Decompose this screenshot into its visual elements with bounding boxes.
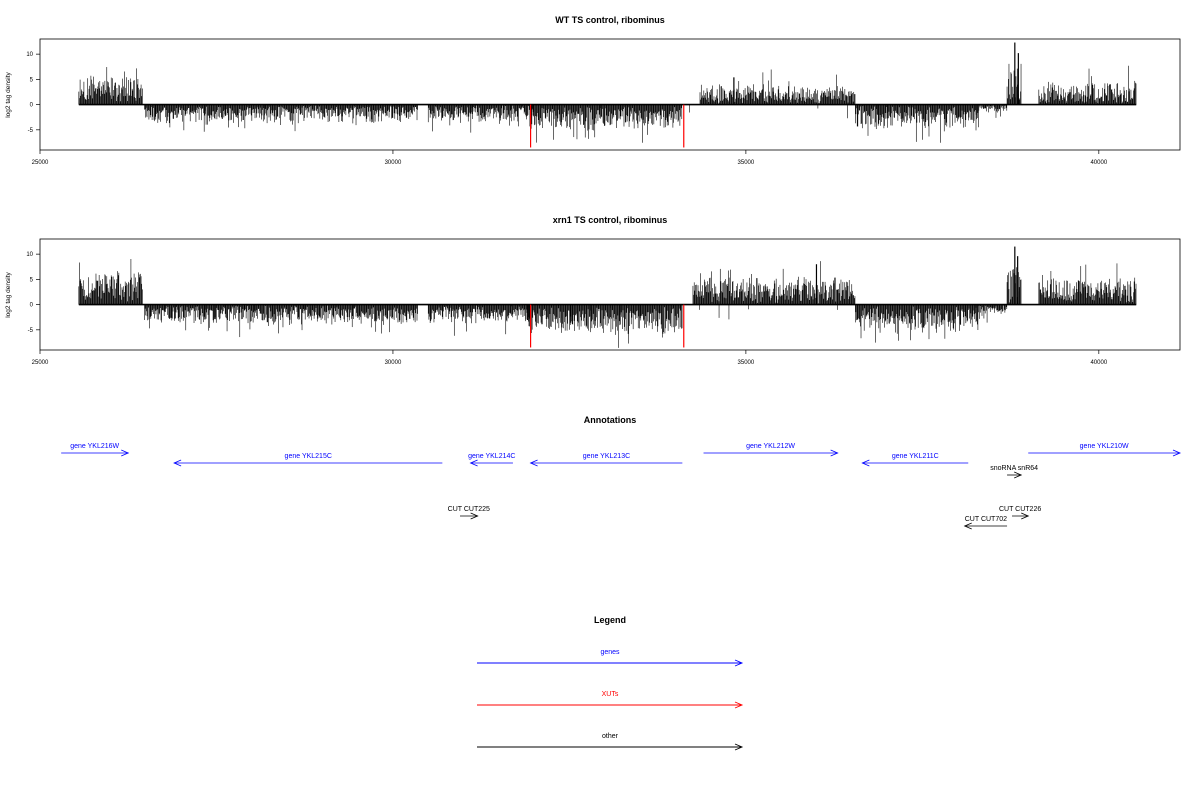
annotation-label: gene YKL213C [583,453,630,460]
wt-xtick-label: 25000 [32,160,49,166]
xrn1-xtick-label: 40000 [1090,360,1107,366]
xrn1-ytick-label: 10 [26,252,33,258]
xrn1-plot-frame [39,238,1181,351]
annotation-arrowhead [861,459,870,467]
legend-title: Legend [594,615,626,625]
legend-xuts-arrowhead [734,701,744,709]
annotation-arrowhead [1014,471,1023,479]
legend-items: genes XUTs other [477,649,744,751]
xrn1-coverage-panel: xrn1 TS control, ribominus log2 tag dens… [5,215,1181,366]
legend-genes-arrowhead [734,659,744,667]
annotation-label: gene YKL215C [285,453,332,460]
annotation-label: CUT CUT702 [965,516,1007,523]
annotation-label: CUT CUT226 [999,506,1041,513]
wt-coverage-panel: WT TS control, ribominus log2 tag densit… [5,15,1181,166]
wt-xtick-label: 30000 [385,160,402,166]
annotation-label: CUT CUT225 [448,506,490,513]
wt-panel-title: WT TS control, ribominus [555,15,665,25]
annotation-arrowhead [1021,512,1030,520]
xrn1-xtick-label: 35000 [738,360,755,366]
legend: Legend genes XUTs other [477,615,744,751]
xrn1-ytick-label: -5 [28,328,34,334]
wt-xtick-label: 35000 [738,160,755,166]
annotation-label: gene YKL212W [746,443,795,450]
annotation-label: gene YKL210W [1080,443,1129,450]
legend-genes-label: genes [600,649,620,656]
xrn1-panel-ylabel: log2 tag density [5,271,12,317]
wt-ytick-label: 10 [26,52,33,58]
annotation-arrowhead [529,459,538,467]
legend-other-arrowhead [734,743,744,751]
wt-ytick-label: 0 [30,103,34,109]
wt-ytick-label: -5 [28,128,34,134]
xrn1-panel-title: xrn1 TS control, ribominus [553,215,668,225]
xrn1-ytick-label: 0 [30,303,34,309]
wt-ytick-label: 5 [30,77,34,83]
wt-xtick-label: 40000 [1090,160,1107,166]
annotation-arrowhead [469,459,478,467]
legend-other-label: other [602,733,619,740]
xrn1-bars-group [78,246,1137,348]
wt-panel-ylabel: log2 tag density [5,71,12,117]
annotation-arrowhead [121,449,130,457]
wt-bars-group [78,42,1137,148]
annotation-arrowhead [963,522,972,530]
annotation-arrowhead [173,459,182,467]
xrn1-xtick-label: 25000 [32,360,49,366]
xrn1-axes-group: -5 0 5 10 25000 30000 35000 40000 [26,252,1108,366]
xrn1-xtick-label: 30000 [385,360,402,366]
annotation-label: gene YKL214C [468,453,515,460]
annotation-label: gene YKL216W [70,443,119,450]
legend-xuts-label: XUTs [602,691,619,698]
annotations-title: Annotations [584,415,637,425]
wt-plot-frame [39,38,1181,151]
annotation-features: gene YKL216W gene YKL215C gene YKL214C gene… [61,443,1182,530]
annotation-arrowhead [830,449,839,457]
xrn1-ytick-label: 5 [30,277,34,283]
annotation-label: snoRNA snR64 [990,465,1038,472]
annotation-label: gene YKL211C [892,453,939,460]
annotation-arrowhead [470,512,479,520]
wt-axes-group: -5 0 5 10 25000 30000 35000 40000 [26,52,1108,166]
annotation-arrowhead [1172,449,1182,457]
